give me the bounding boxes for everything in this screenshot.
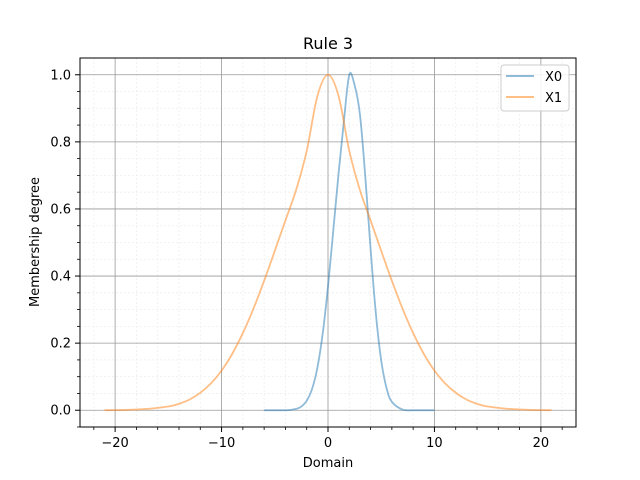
series-layer [104, 72, 552, 412]
y-tick-label: 0.2 [50, 337, 71, 352]
legend: X0 X1 [500, 64, 570, 112]
y-tick-label: 0.4 [50, 270, 71, 285]
legend-label-x1: X1 [545, 91, 562, 106]
x-tick-label: −20 [101, 436, 128, 451]
series-line-x1 [104, 73, 552, 412]
x-axis-label: Domain [303, 456, 353, 471]
x-tick-label: −10 [208, 436, 235, 451]
chart-title: Rule 3 [303, 34, 353, 53]
y-axis-label: Membership degree [28, 177, 43, 307]
y-tick-label: 1.0 [50, 68, 71, 83]
legend-label-x0: X0 [545, 70, 562, 85]
x-tick-label: 10 [426, 436, 443, 451]
y-tick-label: 0.8 [50, 135, 71, 150]
y-tick-label: 0.6 [50, 202, 71, 217]
axis-ticks: −20 −10 0 10 20 0.0 0.2 0.4 0.6 0.8 1.0 [50, 68, 563, 451]
x-tick-label: 0 [324, 436, 332, 451]
x-tick-label: 20 [533, 436, 550, 451]
y-tick-label: 0.0 [50, 404, 71, 419]
